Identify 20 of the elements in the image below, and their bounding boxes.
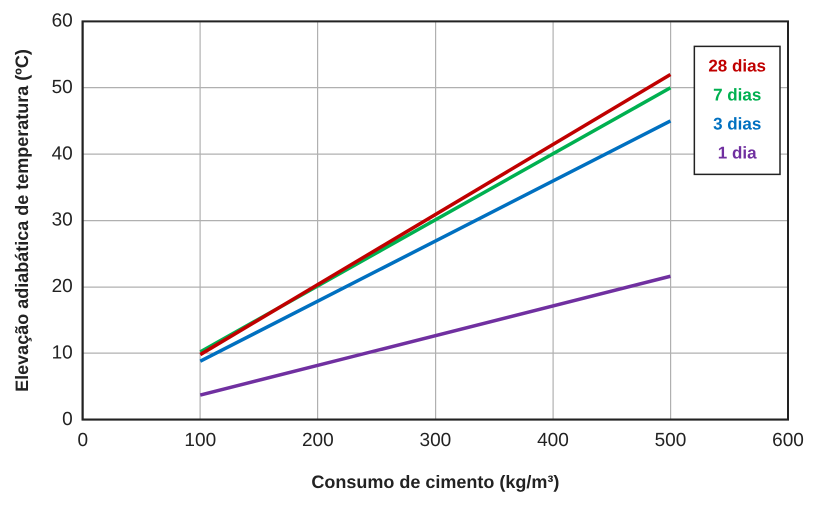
x-tick-label: 400 xyxy=(537,430,569,452)
y-tick-label: 10 xyxy=(52,342,73,364)
x-tick-label: 500 xyxy=(654,430,686,452)
y-tick-label: 0 xyxy=(62,408,73,430)
y-tick-label: 30 xyxy=(52,210,73,231)
x-tick-label: 300 xyxy=(420,430,452,452)
y-tick-label: 20 xyxy=(52,276,73,298)
x-tick-label: 100 xyxy=(184,430,216,452)
y-axis-title: Elevação adiabática de temperatura (ºC) xyxy=(12,49,32,392)
y-tick-label: 40 xyxy=(52,143,73,164)
text: 28 dias xyxy=(708,56,766,76)
y-tick-label: 50 xyxy=(52,77,73,98)
y-tick-label: 60 xyxy=(52,10,73,32)
text: 1 dia xyxy=(718,144,758,163)
text: 7 dias xyxy=(713,86,762,105)
x-tick-label: 0 xyxy=(77,430,88,452)
x-tick-label: 200 xyxy=(302,430,334,452)
x-axis-title: Consumo de cimento (kg/m³) xyxy=(311,472,560,492)
x-tick-label: 600 xyxy=(772,430,804,452)
text: 3 dias xyxy=(713,114,762,134)
